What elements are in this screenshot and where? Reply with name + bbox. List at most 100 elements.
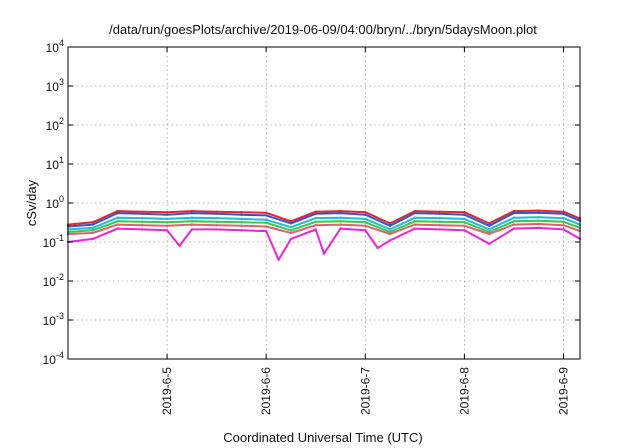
data-point [240, 229, 243, 232]
data-point [537, 209, 540, 212]
data-point [190, 209, 194, 213]
data-point [438, 216, 441, 220]
data-point [413, 209, 416, 213]
data-point [141, 220, 144, 223]
data-point [215, 210, 218, 213]
data-point [512, 209, 516, 213]
data-point [388, 232, 392, 236]
data-point [463, 213, 466, 216]
data-point [339, 209, 342, 213]
data-point [364, 211, 367, 214]
data-point [364, 217, 367, 221]
data-point [463, 211, 466, 214]
data-point [91, 229, 95, 232]
data-point [141, 224, 144, 227]
data-point [215, 224, 218, 227]
y-tick-label: 100 [46, 194, 64, 211]
data-point [277, 258, 280, 261]
data-point [314, 220, 317, 223]
y-tick-label: 104 [46, 38, 64, 55]
y-tick-label: 10-2 [43, 272, 64, 289]
data-point [388, 230, 392, 234]
data-point [488, 228, 491, 231]
data-point [91, 221, 95, 224]
x-tick-label: 2019-6-7 [358, 367, 372, 415]
data-point [413, 216, 416, 219]
data-point [190, 211, 194, 215]
data-point [388, 222, 392, 225]
data-point [190, 216, 194, 219]
data-point [91, 226, 95, 230]
data-point [289, 222, 293, 225]
data-point [178, 244, 181, 247]
data-point [488, 224, 491, 227]
data-point [165, 221, 169, 224]
data-point [265, 221, 268, 224]
data-point [116, 223, 119, 226]
data-point [314, 228, 317, 231]
data-point [165, 217, 169, 221]
data-point [240, 213, 243, 216]
data-point [512, 220, 516, 223]
y-tick-label: 101 [46, 155, 64, 172]
data-point [413, 227, 416, 230]
data-point [141, 210, 144, 213]
data-point [215, 216, 218, 220]
data-point [537, 222, 540, 226]
series-line [67, 223, 581, 235]
data-point [537, 226, 540, 230]
data-point [289, 231, 293, 235]
data-point [165, 229, 169, 232]
y-axis-ticks: 10-4 10-3 10-2 10-1 100 101 102 103 104 [43, 38, 580, 367]
data-point [289, 237, 293, 241]
series-line [67, 209, 581, 226]
data-point [562, 212, 565, 215]
data-point [314, 216, 317, 220]
data-point [438, 220, 441, 223]
data-point [265, 229, 268, 233]
series-line [67, 211, 581, 228]
data-point [512, 227, 516, 230]
data-point [376, 246, 379, 250]
data-point [141, 216, 144, 220]
data-point [265, 211, 268, 214]
data-point [314, 212, 317, 215]
grid-lines [68, 47, 580, 359]
data-point [537, 219, 540, 222]
series-line [67, 219, 581, 233]
x-axis-label: Coordinated Universal Time (UTC) [223, 430, 422, 445]
data-point [215, 212, 218, 215]
data-point [265, 214, 268, 217]
data-point [215, 220, 218, 223]
data-point [91, 223, 95, 226]
data-point [165, 211, 169, 214]
data-point [537, 211, 540, 214]
data-point [438, 224, 441, 227]
data-point [240, 224, 243, 227]
data-point [190, 223, 194, 226]
y-tick-label: 10-1 [43, 233, 64, 250]
data-point [488, 232, 491, 236]
data-point [141, 228, 144, 231]
x-tick-label: 2019-6-5 [160, 367, 174, 415]
data-point [463, 221, 466, 224]
data-point [116, 211, 119, 215]
x-tick-label: 2019-6-6 [259, 367, 273, 415]
data-point [537, 216, 540, 219]
data-point [141, 212, 144, 215]
data-point [339, 220, 342, 223]
data-point [265, 225, 268, 228]
data-point [339, 211, 342, 215]
data-point [413, 220, 416, 223]
data-point [240, 217, 243, 221]
chart-title: /data/run/goesPlots/archive/2019-06-09/0… [109, 22, 537, 37]
data-point [364, 229, 367, 232]
data-point [190, 220, 194, 223]
data-point [165, 213, 169, 216]
data-point [562, 224, 565, 227]
data-point [488, 230, 491, 234]
data-point [438, 210, 441, 213]
data-point [463, 217, 466, 221]
data-point [265, 218, 268, 221]
